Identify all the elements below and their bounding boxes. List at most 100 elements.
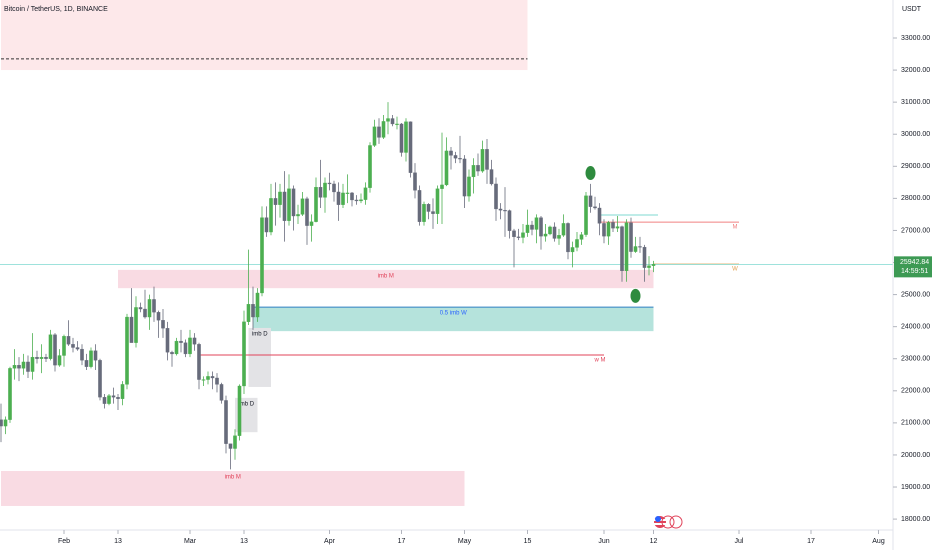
chart-title: Bitcoin / TetherUS, 1D, BINANCE	[4, 6, 108, 13]
x-tick-label: Aug	[872, 538, 885, 545]
candle-body	[377, 126, 381, 138]
candle-body	[39, 356, 44, 359]
y-tick-label: 23000.00	[901, 356, 930, 363]
candle-body	[458, 158, 462, 160]
candle-body	[615, 226, 620, 229]
x-tick-label: 17	[807, 538, 815, 545]
candle-body	[512, 230, 516, 238]
candle-body	[449, 150, 453, 156]
candle-body	[593, 206, 597, 209]
candle-body	[224, 400, 228, 444]
flag-icon	[654, 515, 683, 529]
candle-body	[62, 336, 66, 356]
candle-body	[507, 210, 512, 231]
candle-body	[314, 186, 318, 222]
y-tick-label: 33000.00	[901, 35, 930, 42]
x-tick-label: Jul	[735, 538, 744, 545]
currency-label: USDT	[902, 6, 922, 13]
x-tick-label: 15	[524, 538, 532, 545]
zone-label: imb D	[238, 401, 254, 407]
candle-body	[84, 360, 89, 367]
candle-body	[422, 203, 426, 222]
candle-body	[192, 337, 197, 345]
candle-body	[26, 361, 30, 372]
y-tick-label: 29000.00	[901, 163, 930, 170]
candle-body	[390, 118, 395, 125]
candle-body	[336, 191, 341, 205]
y-tick-label: 25000.00	[901, 291, 930, 298]
candle-body	[48, 334, 53, 359]
candle-body	[260, 217, 264, 294]
candle-body	[498, 208, 503, 211]
candle-body	[93, 350, 98, 361]
candle-body	[242, 321, 246, 387]
candle-body	[98, 360, 102, 398]
candle-body	[300, 198, 305, 215]
y-tick-label: 31000.00	[901, 99, 930, 106]
candle-body	[534, 217, 539, 230]
x-tick-label: Feb	[58, 538, 70, 545]
candle-body	[107, 395, 111, 404]
candle-body	[633, 246, 638, 252]
candle-body	[273, 198, 278, 205]
y-tick-label: 20000.00	[901, 452, 930, 459]
candle-body	[620, 226, 624, 272]
candle-body	[372, 126, 377, 146]
candle-body	[120, 384, 125, 399]
x-tick-label: May	[458, 538, 472, 545]
x-tick-label: 13	[240, 538, 248, 545]
candle-body	[359, 199, 363, 202]
candle-body	[516, 236, 521, 238]
candle-body	[287, 188, 291, 221]
candle-body	[17, 364, 21, 369]
candle-body	[183, 342, 188, 355]
candle-body	[395, 123, 399, 125]
candle-body	[237, 385, 242, 436]
candle-body	[624, 222, 629, 272]
candle-body	[611, 222, 615, 229]
candle-body	[44, 356, 48, 359]
candle-body	[503, 210, 507, 212]
candle-body	[309, 221, 314, 226]
zone-label: imb M	[225, 475, 241, 481]
candle-body	[188, 337, 192, 355]
candle-body	[143, 308, 147, 318]
candle-body	[35, 356, 39, 359]
candle-body	[602, 223, 606, 237]
candle-body	[431, 211, 435, 214]
candle-body	[557, 235, 561, 239]
level-label: w M	[594, 358, 606, 364]
candle-body	[12, 364, 17, 369]
y-tick-label: 27000.00	[901, 227, 930, 234]
candle-body	[552, 226, 557, 239]
candle-body	[584, 195, 588, 235]
candle-body	[575, 239, 579, 248]
candle-body	[125, 316, 129, 385]
candle-body	[147, 299, 152, 318]
candle-body	[228, 443, 233, 449]
candle-body	[251, 304, 255, 318]
x-tick-label: Jun	[598, 538, 609, 545]
x-tick-label: 13	[114, 538, 122, 545]
x-tick-label: 12	[650, 538, 658, 545]
candle-body	[354, 199, 359, 202]
candle-body	[638, 246, 642, 248]
zone	[1, 470, 465, 506]
zone-label: imb M	[378, 273, 394, 279]
candle-body	[255, 292, 260, 318]
candle-body	[543, 233, 548, 237]
candle-body	[408, 121, 413, 173]
candle-body	[323, 182, 327, 198]
y-tick-label: 18000.00	[901, 516, 930, 523]
signal-marker	[630, 288, 641, 303]
candle-body	[269, 198, 273, 233]
y-tick-label: 32000.00	[901, 67, 930, 74]
candle-body	[494, 183, 498, 210]
y-tick-label: 21000.00	[901, 420, 930, 427]
candle-body	[597, 207, 602, 224]
candle-body	[588, 195, 593, 207]
candle-body	[165, 328, 170, 353]
candle-body	[435, 188, 440, 214]
plot-area: imb M 0.5 imb W imb D imb D imb M w M M W	[0, 0, 893, 506]
signal-marker	[585, 166, 596, 181]
